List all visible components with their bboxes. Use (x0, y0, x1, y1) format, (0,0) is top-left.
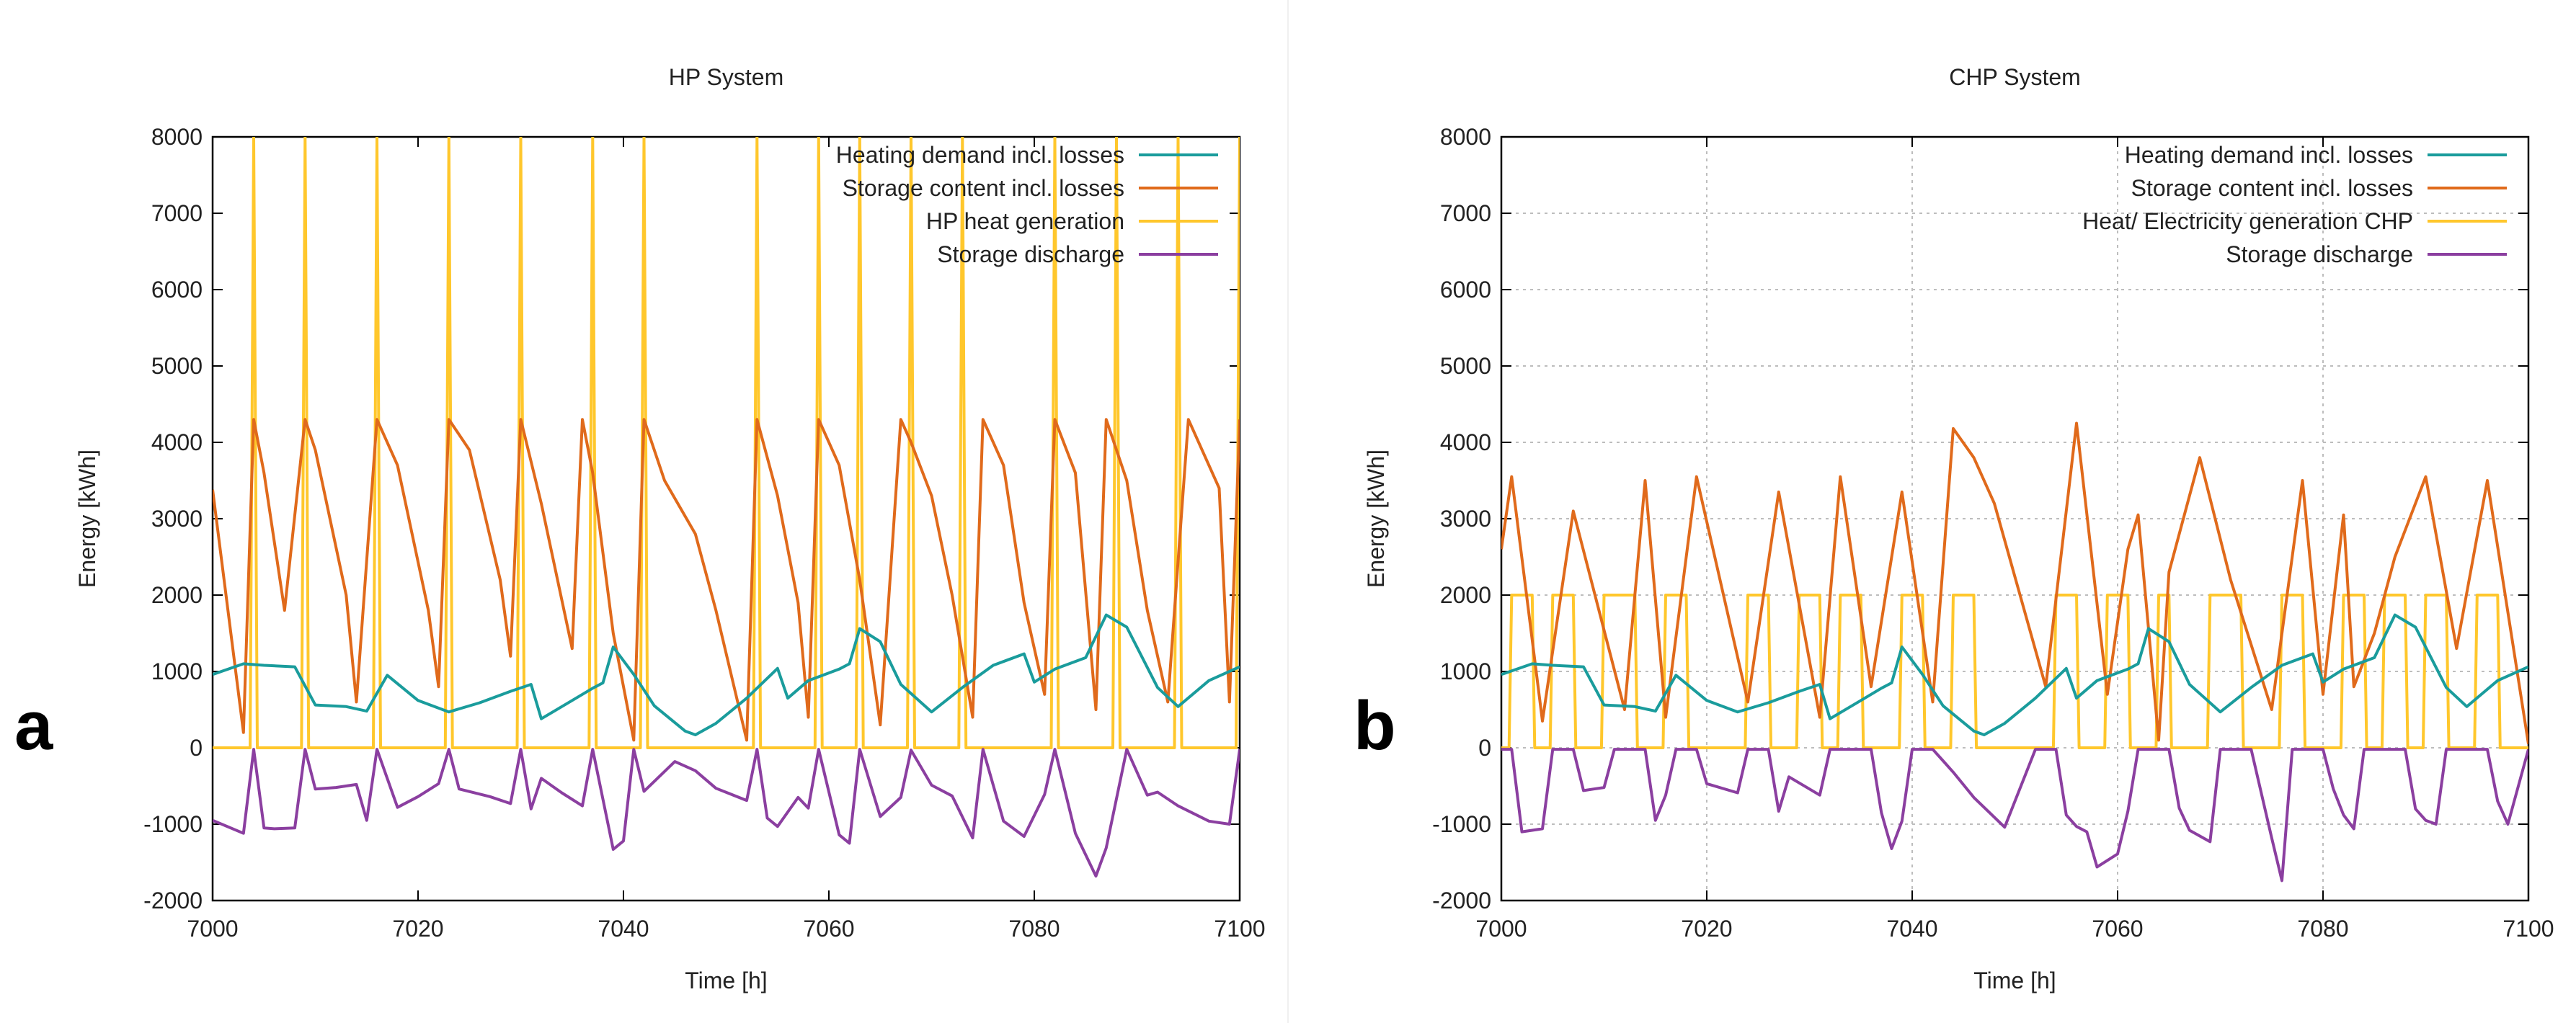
panel-b-ytick-label: 6000 (1440, 277, 1491, 303)
panel-a-series-storage-content-incl-losses (213, 418, 1240, 742)
panel-a-xtick-label: 7020 (392, 916, 443, 942)
panel-a-series-heating-demand-incl-losses (213, 613, 1240, 736)
panel-a-xlabel: Time [h] (685, 968, 767, 993)
panel-b-ytick-label: 8000 (1440, 124, 1491, 150)
panel-a-ytick-label: -1000 (143, 811, 203, 837)
panel-b-ytick-label: -1000 (1432, 811, 1491, 837)
panel-a-series-storage-discharge (213, 748, 1240, 878)
panel-b-series-heating-demand-incl-losses (1501, 613, 2528, 736)
panel-b-ytick-label: 7000 (1440, 200, 1491, 226)
panel-a-ytick-label: 6000 (151, 277, 203, 303)
panel-b-ytick-label: 3000 (1440, 506, 1491, 532)
panel-a-title: HP System (669, 64, 783, 90)
panel-a-xtick-label: 7100 (1214, 916, 1265, 942)
panel-a-ytick-label: 5000 (151, 353, 203, 379)
panel-b-legend-label-storage-discharge: Storage discharge (2226, 241, 2413, 267)
panel-a-xtick-label: 7040 (598, 916, 649, 942)
panel-a-legend-label-hp-heat-generation: HP heat generation (926, 208, 1124, 234)
panel-b-ytick-label: 2000 (1440, 582, 1491, 608)
panel-b-letter: b (1354, 687, 1396, 764)
panel-b-xtick-label: 7020 (1681, 916, 1732, 942)
panel-a-ytick-label: 8000 (151, 124, 203, 150)
panel-a-ytick-label: 4000 (151, 429, 203, 455)
panel-b-chart: CHP System -2000 -1000 0 1000 2000 3000 4000 500… (1363, 64, 2554, 993)
panel-a-series-hp-heat-generation (213, 137, 1240, 749)
panel-a-ytick-label: -2000 (143, 888, 203, 913)
panel-a-chart: HP System -2000 -1000 0 1000 2000 3000 4000 5000… (74, 64, 1266, 993)
panel-b-xlabel: Time [h] (1973, 968, 2056, 993)
panel-a-legend-label-storage-content-incl-losses: Storage content incl. losses (843, 175, 1124, 201)
panel-b-xtick-label: 7060 (2092, 916, 2143, 942)
panel-divider (1287, 0, 1289, 1023)
panel-b-legend: Heating demand incl. losses Storage conte… (2082, 142, 2507, 267)
panel-a-ytick-label: 2000 (151, 582, 203, 608)
panel-b-ytick-label: -2000 (1432, 888, 1491, 913)
panel-a-xtick-label: 7080 (1008, 916, 1060, 942)
panel-b-ytick-label: 0 (1478, 735, 1491, 761)
panel-b-title: CHP System (1949, 64, 2081, 90)
panel-b-legend-label-storage-content-incl-losses: Storage content incl. losses (2131, 175, 2413, 201)
panel-b-xtick-label: 7000 (1475, 916, 1527, 942)
panel-b-legend-label-heating-demand-incl-losses: Heating demand incl. losses (2125, 142, 2413, 168)
panel-b-ylabel: Energy [kWh] (1363, 450, 1389, 588)
panel-a-letter: a (14, 687, 53, 764)
panel-b-legend-label-heat-electricity-generation-chp: Heat/ Electricity generation CHP (2082, 208, 2413, 234)
panel-a-xtick-label: 7060 (803, 916, 854, 942)
panel-a-xtick-label: 7000 (187, 916, 238, 942)
panel-a-ytick-label: 1000 (151, 658, 203, 684)
panel-b-xtick-label: 7100 (2502, 916, 2554, 942)
panel-a-legend-label-heating-demand-incl-losses: Heating demand incl. losses (836, 142, 1124, 168)
panel-a-series-group (213, 137, 1240, 878)
panel-b-xtick-label: 7040 (1886, 916, 1937, 942)
panel-b-xtick-label: 7080 (2297, 916, 2348, 942)
panel-b-series-storage-content-incl-losses (1501, 421, 2528, 745)
panel-b-series-heat-electricity-generation-chp (1501, 594, 2528, 749)
panel-a-legend-label-storage-discharge: Storage discharge (937, 241, 1124, 267)
panel-b-series-storage-discharge (1501, 748, 2528, 883)
panel-a-legend: Heating demand incl. losses Storage conte… (836, 142, 1218, 267)
panel-a-ylabel: Energy [kWh] (74, 450, 100, 588)
panel-b-ytick-label: 1000 (1440, 658, 1491, 684)
panel-a-ytick-label: 7000 (151, 200, 203, 226)
panel-a-ytick-label: 3000 (151, 506, 203, 532)
panel-b-series-group (1501, 421, 2528, 883)
panel-b-ytick-label: 4000 (1440, 429, 1491, 455)
panel-a-ytick-label: 0 (190, 735, 203, 761)
panel-b-ytick-label: 5000 (1440, 353, 1491, 379)
